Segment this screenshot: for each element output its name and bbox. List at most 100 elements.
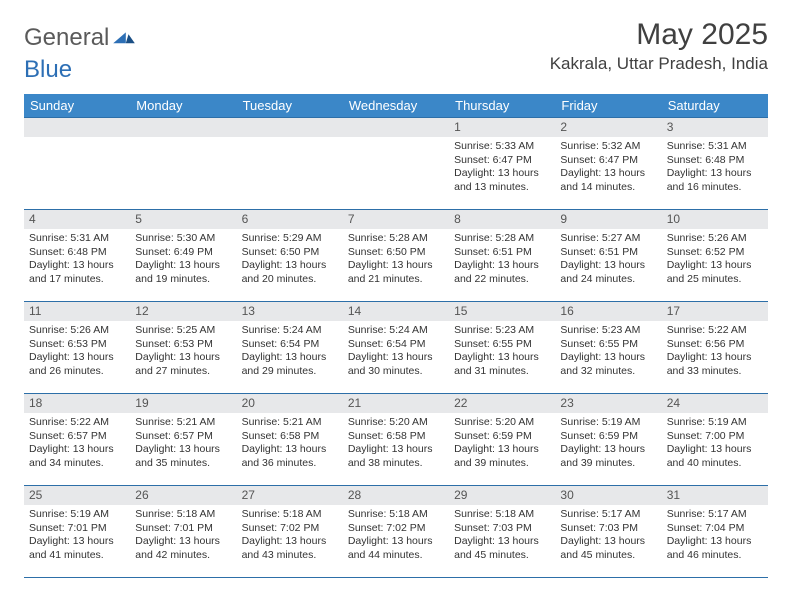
calendar-day-cell: 9Sunrise: 5:27 AMSunset: 6:51 PMDaylight…: [555, 210, 661, 302]
day-number: [237, 118, 343, 137]
calendar-day-cell: 5Sunrise: 5:30 AMSunset: 6:49 PMDaylight…: [130, 210, 236, 302]
calendar-day-cell: 28Sunrise: 5:18 AMSunset: 7:02 PMDayligh…: [343, 486, 449, 578]
calendar-day-cell: 14Sunrise: 5:24 AMSunset: 6:54 PMDayligh…: [343, 302, 449, 394]
calendar-day-cell: 6Sunrise: 5:29 AMSunset: 6:50 PMDaylight…: [237, 210, 343, 302]
calendar-day-cell: 3Sunrise: 5:31 AMSunset: 6:48 PMDaylight…: [662, 118, 768, 210]
day-details: Sunrise: 5:17 AMSunset: 7:03 PMDaylight:…: [555, 505, 661, 564]
calendar-day-cell: 18Sunrise: 5:22 AMSunset: 6:57 PMDayligh…: [24, 394, 130, 486]
calendar-day-cell: 27Sunrise: 5:18 AMSunset: 7:02 PMDayligh…: [237, 486, 343, 578]
day-number: 14: [343, 302, 449, 321]
day-number: 15: [449, 302, 555, 321]
calendar-day-cell: 11Sunrise: 5:26 AMSunset: 6:53 PMDayligh…: [24, 302, 130, 394]
title-block: May 2025 Kakrala, Uttar Pradesh, India: [550, 18, 768, 74]
day-details: Sunrise: 5:31 AMSunset: 6:48 PMDaylight:…: [662, 137, 768, 196]
day-details: Sunrise: 5:18 AMSunset: 7:03 PMDaylight:…: [449, 505, 555, 564]
logo-icon: [111, 24, 135, 52]
day-number: 9: [555, 210, 661, 229]
calendar-day-cell: 25Sunrise: 5:19 AMSunset: 7:01 PMDayligh…: [24, 486, 130, 578]
calendar-day-cell: [24, 118, 130, 210]
day-number: [24, 118, 130, 137]
day-number: [343, 118, 449, 137]
day-number: 18: [24, 394, 130, 413]
day-details: Sunrise: 5:18 AMSunset: 7:01 PMDaylight:…: [130, 505, 236, 564]
day-number: 12: [130, 302, 236, 321]
calendar-day-cell: 26Sunrise: 5:18 AMSunset: 7:01 PMDayligh…: [130, 486, 236, 578]
calendar-week-row: 4Sunrise: 5:31 AMSunset: 6:48 PMDaylight…: [24, 210, 768, 302]
calendar-day-cell: 7Sunrise: 5:28 AMSunset: 6:50 PMDaylight…: [343, 210, 449, 302]
weekday-header: Friday: [555, 94, 661, 118]
logo-text-blue: Blue: [24, 56, 72, 84]
calendar-day-cell: [130, 118, 236, 210]
weekday-header: Thursday: [449, 94, 555, 118]
calendar-week-row: 1Sunrise: 5:33 AMSunset: 6:47 PMDaylight…: [24, 118, 768, 210]
calendar-week-row: 25Sunrise: 5:19 AMSunset: 7:01 PMDayligh…: [24, 486, 768, 578]
day-details: Sunrise: 5:21 AMSunset: 6:58 PMDaylight:…: [237, 413, 343, 472]
day-number: 2: [555, 118, 661, 137]
day-details: Sunrise: 5:24 AMSunset: 6:54 PMDaylight:…: [343, 321, 449, 380]
calendar-day-cell: 17Sunrise: 5:22 AMSunset: 6:56 PMDayligh…: [662, 302, 768, 394]
day-number: 24: [662, 394, 768, 413]
weekday-header: Wednesday: [343, 94, 449, 118]
calendar-header-row: SundayMondayTuesdayWednesdayThursdayFrid…: [24, 94, 768, 118]
day-number: 21: [343, 394, 449, 413]
calendar-day-cell: 4Sunrise: 5:31 AMSunset: 6:48 PMDaylight…: [24, 210, 130, 302]
day-number: 4: [24, 210, 130, 229]
calendar-day-cell: 16Sunrise: 5:23 AMSunset: 6:55 PMDayligh…: [555, 302, 661, 394]
day-details: Sunrise: 5:33 AMSunset: 6:47 PMDaylight:…: [449, 137, 555, 196]
weekday-header: Monday: [130, 94, 236, 118]
logo-text-general: General: [24, 24, 109, 52]
month-title: May 2025: [550, 18, 768, 52]
day-number: 17: [662, 302, 768, 321]
day-details: Sunrise: 5:22 AMSunset: 6:57 PMDaylight:…: [24, 413, 130, 472]
day-details: Sunrise: 5:24 AMSunset: 6:54 PMDaylight:…: [237, 321, 343, 380]
day-details: Sunrise: 5:19 AMSunset: 7:00 PMDaylight:…: [662, 413, 768, 472]
day-details: Sunrise: 5:30 AMSunset: 6:49 PMDaylight:…: [130, 229, 236, 288]
day-number: 20: [237, 394, 343, 413]
day-number: 7: [343, 210, 449, 229]
day-details: Sunrise: 5:20 AMSunset: 6:59 PMDaylight:…: [449, 413, 555, 472]
calendar-day-cell: 24Sunrise: 5:19 AMSunset: 7:00 PMDayligh…: [662, 394, 768, 486]
location: Kakrala, Uttar Pradesh, India: [550, 54, 768, 74]
day-number: 31: [662, 486, 768, 505]
calendar-day-cell: 13Sunrise: 5:24 AMSunset: 6:54 PMDayligh…: [237, 302, 343, 394]
day-number: 11: [24, 302, 130, 321]
day-number: 25: [24, 486, 130, 505]
day-details: Sunrise: 5:26 AMSunset: 6:52 PMDaylight:…: [662, 229, 768, 288]
calendar-table: SundayMondayTuesdayWednesdayThursdayFrid…: [24, 94, 768, 578]
day-details: Sunrise: 5:31 AMSunset: 6:48 PMDaylight:…: [24, 229, 130, 288]
day-number: 6: [237, 210, 343, 229]
calendar-day-cell: 31Sunrise: 5:17 AMSunset: 7:04 PMDayligh…: [662, 486, 768, 578]
calendar-day-cell: 12Sunrise: 5:25 AMSunset: 6:53 PMDayligh…: [130, 302, 236, 394]
day-number: 28: [343, 486, 449, 505]
day-number: 13: [237, 302, 343, 321]
day-details: Sunrise: 5:22 AMSunset: 6:56 PMDaylight:…: [662, 321, 768, 380]
calendar-day-cell: 10Sunrise: 5:26 AMSunset: 6:52 PMDayligh…: [662, 210, 768, 302]
calendar-week-row: 11Sunrise: 5:26 AMSunset: 6:53 PMDayligh…: [24, 302, 768, 394]
day-details: Sunrise: 5:27 AMSunset: 6:51 PMDaylight:…: [555, 229, 661, 288]
day-number: 29: [449, 486, 555, 505]
day-number: 5: [130, 210, 236, 229]
calendar-day-cell: 15Sunrise: 5:23 AMSunset: 6:55 PMDayligh…: [449, 302, 555, 394]
calendar-day-cell: 1Sunrise: 5:33 AMSunset: 6:47 PMDaylight…: [449, 118, 555, 210]
day-details: Sunrise: 5:21 AMSunset: 6:57 PMDaylight:…: [130, 413, 236, 472]
day-number: 26: [130, 486, 236, 505]
weekday-header: Saturday: [662, 94, 768, 118]
day-number: 8: [449, 210, 555, 229]
calendar-day-cell: 29Sunrise: 5:18 AMSunset: 7:03 PMDayligh…: [449, 486, 555, 578]
day-number: 27: [237, 486, 343, 505]
weekday-header: Sunday: [24, 94, 130, 118]
day-details: Sunrise: 5:18 AMSunset: 7:02 PMDaylight:…: [237, 505, 343, 564]
day-details: Sunrise: 5:26 AMSunset: 6:53 PMDaylight:…: [24, 321, 130, 380]
day-number: 23: [555, 394, 661, 413]
day-details: Sunrise: 5:19 AMSunset: 6:59 PMDaylight:…: [555, 413, 661, 472]
calendar-day-cell: 30Sunrise: 5:17 AMSunset: 7:03 PMDayligh…: [555, 486, 661, 578]
day-details: Sunrise: 5:32 AMSunset: 6:47 PMDaylight:…: [555, 137, 661, 196]
day-details: Sunrise: 5:25 AMSunset: 6:53 PMDaylight:…: [130, 321, 236, 380]
calendar-day-cell: 19Sunrise: 5:21 AMSunset: 6:57 PMDayligh…: [130, 394, 236, 486]
day-details: Sunrise: 5:17 AMSunset: 7:04 PMDaylight:…: [662, 505, 768, 564]
logo: General: [24, 18, 137, 52]
day-number: [130, 118, 236, 137]
calendar-day-cell: [237, 118, 343, 210]
day-number: 1: [449, 118, 555, 137]
day-details: Sunrise: 5:23 AMSunset: 6:55 PMDaylight:…: [449, 321, 555, 380]
